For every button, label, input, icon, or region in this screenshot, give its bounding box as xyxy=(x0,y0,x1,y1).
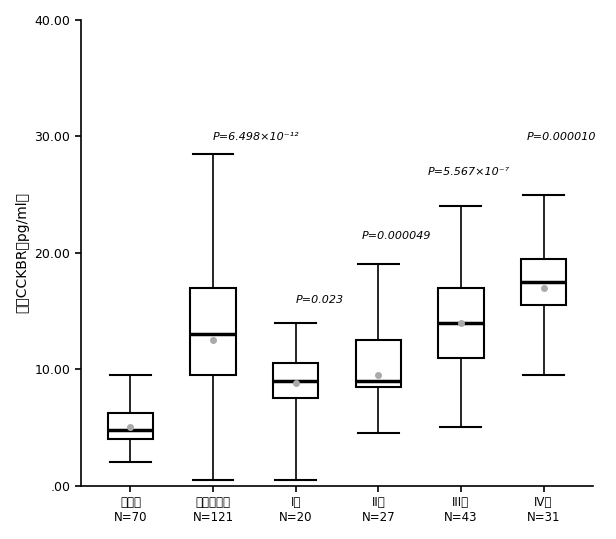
Y-axis label: 血清CCKBR（pg/ml）: 血清CCKBR（pg/ml） xyxy=(15,192,29,313)
Text: P=0.000010: P=0.000010 xyxy=(527,132,596,142)
FancyBboxPatch shape xyxy=(355,340,401,386)
FancyBboxPatch shape xyxy=(190,288,236,375)
FancyBboxPatch shape xyxy=(108,413,153,439)
FancyBboxPatch shape xyxy=(438,288,484,357)
FancyBboxPatch shape xyxy=(521,259,566,305)
Text: P=0.000049: P=0.000049 xyxy=(362,231,431,241)
Text: P=6.498×10⁻¹²: P=6.498×10⁻¹² xyxy=(213,132,299,142)
Text: P=5.567×10⁻⁷: P=5.567×10⁻⁷ xyxy=(428,167,510,177)
FancyBboxPatch shape xyxy=(273,363,318,398)
Text: P=0.023: P=0.023 xyxy=(296,295,344,305)
